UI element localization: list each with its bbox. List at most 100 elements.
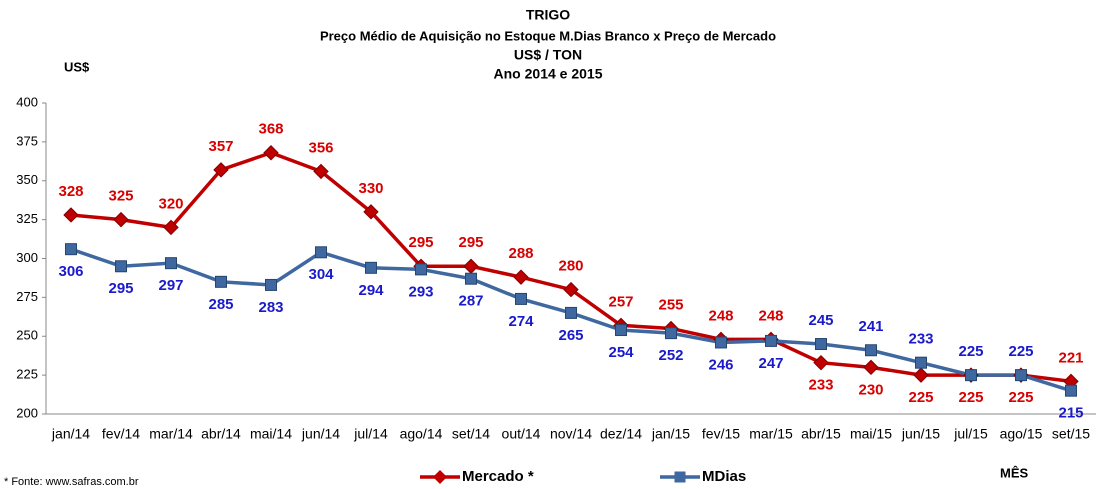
y-tick-label: 225 bbox=[16, 367, 38, 382]
data-label: 230 bbox=[858, 381, 883, 398]
marker bbox=[1015, 369, 1027, 382]
marker bbox=[765, 334, 777, 347]
marker bbox=[815, 338, 827, 351]
x-tick-label: set/14 bbox=[452, 426, 490, 442]
data-label: 325 bbox=[108, 188, 133, 205]
marker bbox=[513, 269, 529, 285]
x-tick-label: fev/15 bbox=[702, 426, 740, 442]
chart-subtitle: US$ / TON bbox=[514, 47, 582, 63]
x-tick-label: nov/14 bbox=[550, 426, 592, 442]
x-tick-label: jun/15 bbox=[901, 426, 940, 442]
marker bbox=[63, 207, 79, 223]
data-label: 295 bbox=[108, 280, 133, 297]
legend-label: MDias bbox=[702, 468, 746, 485]
data-label: 294 bbox=[358, 282, 384, 299]
data-label: 225 bbox=[958, 343, 983, 360]
marker bbox=[515, 292, 527, 305]
y-tick-label: 200 bbox=[16, 405, 38, 420]
y-tick-label: 325 bbox=[16, 211, 38, 226]
data-label: 257 bbox=[608, 293, 633, 310]
data-label: 304 bbox=[308, 266, 334, 283]
marker bbox=[565, 306, 577, 319]
marker bbox=[715, 336, 727, 349]
legend-marker bbox=[433, 470, 447, 484]
data-label: 245 bbox=[808, 312, 833, 329]
x-tick-label: jul/15 bbox=[953, 426, 988, 442]
marker bbox=[965, 369, 977, 382]
x-tick-label: out/14 bbox=[502, 426, 541, 442]
data-label: 215 bbox=[1058, 405, 1083, 422]
data-label: 280 bbox=[558, 258, 583, 275]
marker bbox=[113, 211, 129, 228]
x-tick-label: abr/14 bbox=[201, 426, 241, 442]
marker bbox=[163, 219, 179, 236]
data-label: 295 bbox=[458, 234, 483, 251]
chart-title: TRIGO bbox=[526, 7, 570, 23]
data-label: 225 bbox=[1008, 389, 1033, 406]
data-label: 356 bbox=[308, 139, 333, 156]
marker bbox=[213, 162, 229, 178]
data-label: 368 bbox=[258, 121, 283, 138]
marker bbox=[465, 272, 477, 285]
x-axis-label: MÊS bbox=[1000, 465, 1029, 480]
data-label: 233 bbox=[808, 377, 833, 394]
legend-label: Mercado * bbox=[462, 468, 534, 485]
marker bbox=[463, 258, 479, 274]
x-tick-label: mai/15 bbox=[850, 426, 892, 442]
marker bbox=[1065, 384, 1077, 397]
data-label: 306 bbox=[58, 263, 83, 280]
source-note: * Fonte: www.safras.com.br bbox=[4, 476, 139, 488]
marker bbox=[665, 327, 677, 340]
marker bbox=[165, 257, 177, 270]
x-tick-label: ago/15 bbox=[1000, 426, 1043, 442]
y-tick-label: 300 bbox=[16, 250, 38, 265]
marker bbox=[365, 261, 377, 274]
data-label: 265 bbox=[558, 327, 583, 344]
x-tick-label: jul/14 bbox=[353, 426, 388, 442]
data-label: 252 bbox=[658, 347, 683, 364]
marker bbox=[615, 324, 627, 337]
marker bbox=[263, 145, 279, 161]
data-label: 297 bbox=[158, 277, 183, 294]
data-label: 225 bbox=[1008, 343, 1033, 360]
x-tick-label: fev/14 bbox=[102, 426, 140, 442]
data-label: 357 bbox=[208, 138, 233, 155]
marker bbox=[363, 204, 379, 220]
marker bbox=[563, 281, 579, 298]
marker bbox=[265, 278, 277, 291]
marker bbox=[215, 275, 227, 288]
x-tick-label: jan/14 bbox=[51, 426, 90, 442]
x-tick-label: set/15 bbox=[1052, 426, 1090, 442]
data-label: 320 bbox=[158, 195, 183, 212]
marker bbox=[913, 367, 929, 383]
x-tick-label: ago/14 bbox=[400, 426, 443, 442]
x-tick-label: jan/15 bbox=[651, 426, 690, 442]
data-label: 254 bbox=[608, 344, 634, 361]
chart-subtitle: Ano 2014 e 2015 bbox=[494, 66, 603, 82]
data-label: 293 bbox=[408, 283, 433, 300]
x-tick-label: jun/14 bbox=[301, 426, 340, 442]
marker bbox=[313, 163, 329, 180]
data-label: 287 bbox=[458, 293, 483, 310]
y-tick-label: 375 bbox=[16, 133, 38, 148]
marker bbox=[65, 243, 77, 256]
x-tick-label: abr/15 bbox=[801, 426, 841, 442]
legend-marker bbox=[674, 471, 686, 483]
data-label: 247 bbox=[758, 355, 783, 372]
data-label: 283 bbox=[258, 299, 283, 316]
data-label: 248 bbox=[758, 307, 783, 324]
data-label: 241 bbox=[858, 318, 883, 335]
data-label: 221 bbox=[1058, 349, 1083, 366]
data-label: 225 bbox=[958, 389, 983, 406]
y-tick-label: 275 bbox=[16, 289, 38, 304]
y-axis-label: US$ bbox=[64, 59, 90, 74]
marker bbox=[315, 246, 327, 259]
data-label: 248 bbox=[708, 307, 733, 324]
data-label: 328 bbox=[58, 183, 83, 200]
marker bbox=[813, 354, 829, 371]
y-tick-label: 350 bbox=[16, 172, 38, 187]
x-tick-label: mai/14 bbox=[250, 426, 292, 442]
x-tick-label: mar/15 bbox=[749, 426, 793, 442]
y-tick-label: 400 bbox=[16, 94, 38, 109]
